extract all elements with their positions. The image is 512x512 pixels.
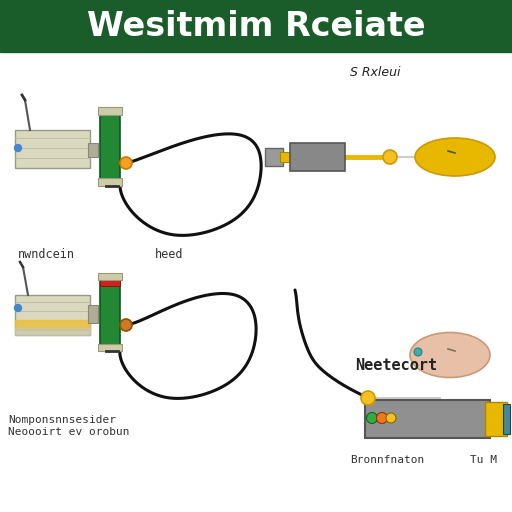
Bar: [15, 130, 90, 168]
Text: Bronnfnaton: Bronnfnaton: [350, 455, 424, 465]
Bar: [15, 295, 90, 335]
Bar: [100, 280, 120, 286]
Circle shape: [383, 150, 397, 164]
Circle shape: [120, 319, 132, 331]
Circle shape: [361, 391, 375, 405]
Text: S Rxleui: S Rxleui: [350, 66, 400, 78]
Bar: [88, 143, 98, 157]
Circle shape: [414, 348, 422, 356]
Ellipse shape: [415, 138, 495, 176]
Circle shape: [14, 144, 22, 152]
Bar: [0, 0, 512, 52]
Text: Nomponsnnsesider
Neoooirt ev orobun: Nomponsnnsesider Neoooirt ev orobun: [8, 415, 130, 437]
Text: Wesitmim Rceiate: Wesitmim Rceiate: [87, 11, 425, 44]
Bar: [365, 400, 490, 438]
Circle shape: [376, 413, 388, 423]
Circle shape: [367, 413, 377, 423]
Bar: [98, 344, 122, 351]
Bar: [15, 328, 90, 335]
Bar: [88, 305, 98, 323]
Bar: [98, 273, 122, 280]
Circle shape: [14, 305, 22, 311]
Ellipse shape: [410, 332, 490, 377]
Bar: [15, 320, 90, 330]
Bar: [503, 404, 510, 434]
Text: heed: heed: [155, 248, 183, 261]
Text: Tu M: Tu M: [470, 455, 497, 465]
Bar: [100, 276, 120, 348]
Text: nwndcein: nwndcein: [18, 248, 75, 261]
Circle shape: [386, 413, 396, 423]
Bar: [280, 152, 292, 162]
Bar: [98, 107, 122, 115]
Circle shape: [120, 157, 132, 169]
Bar: [98, 178, 122, 186]
Bar: [100, 110, 120, 182]
Bar: [485, 402, 507, 436]
Bar: [265, 148, 283, 166]
Bar: [290, 143, 345, 171]
Text: Neetecort: Neetecort: [355, 358, 437, 373]
